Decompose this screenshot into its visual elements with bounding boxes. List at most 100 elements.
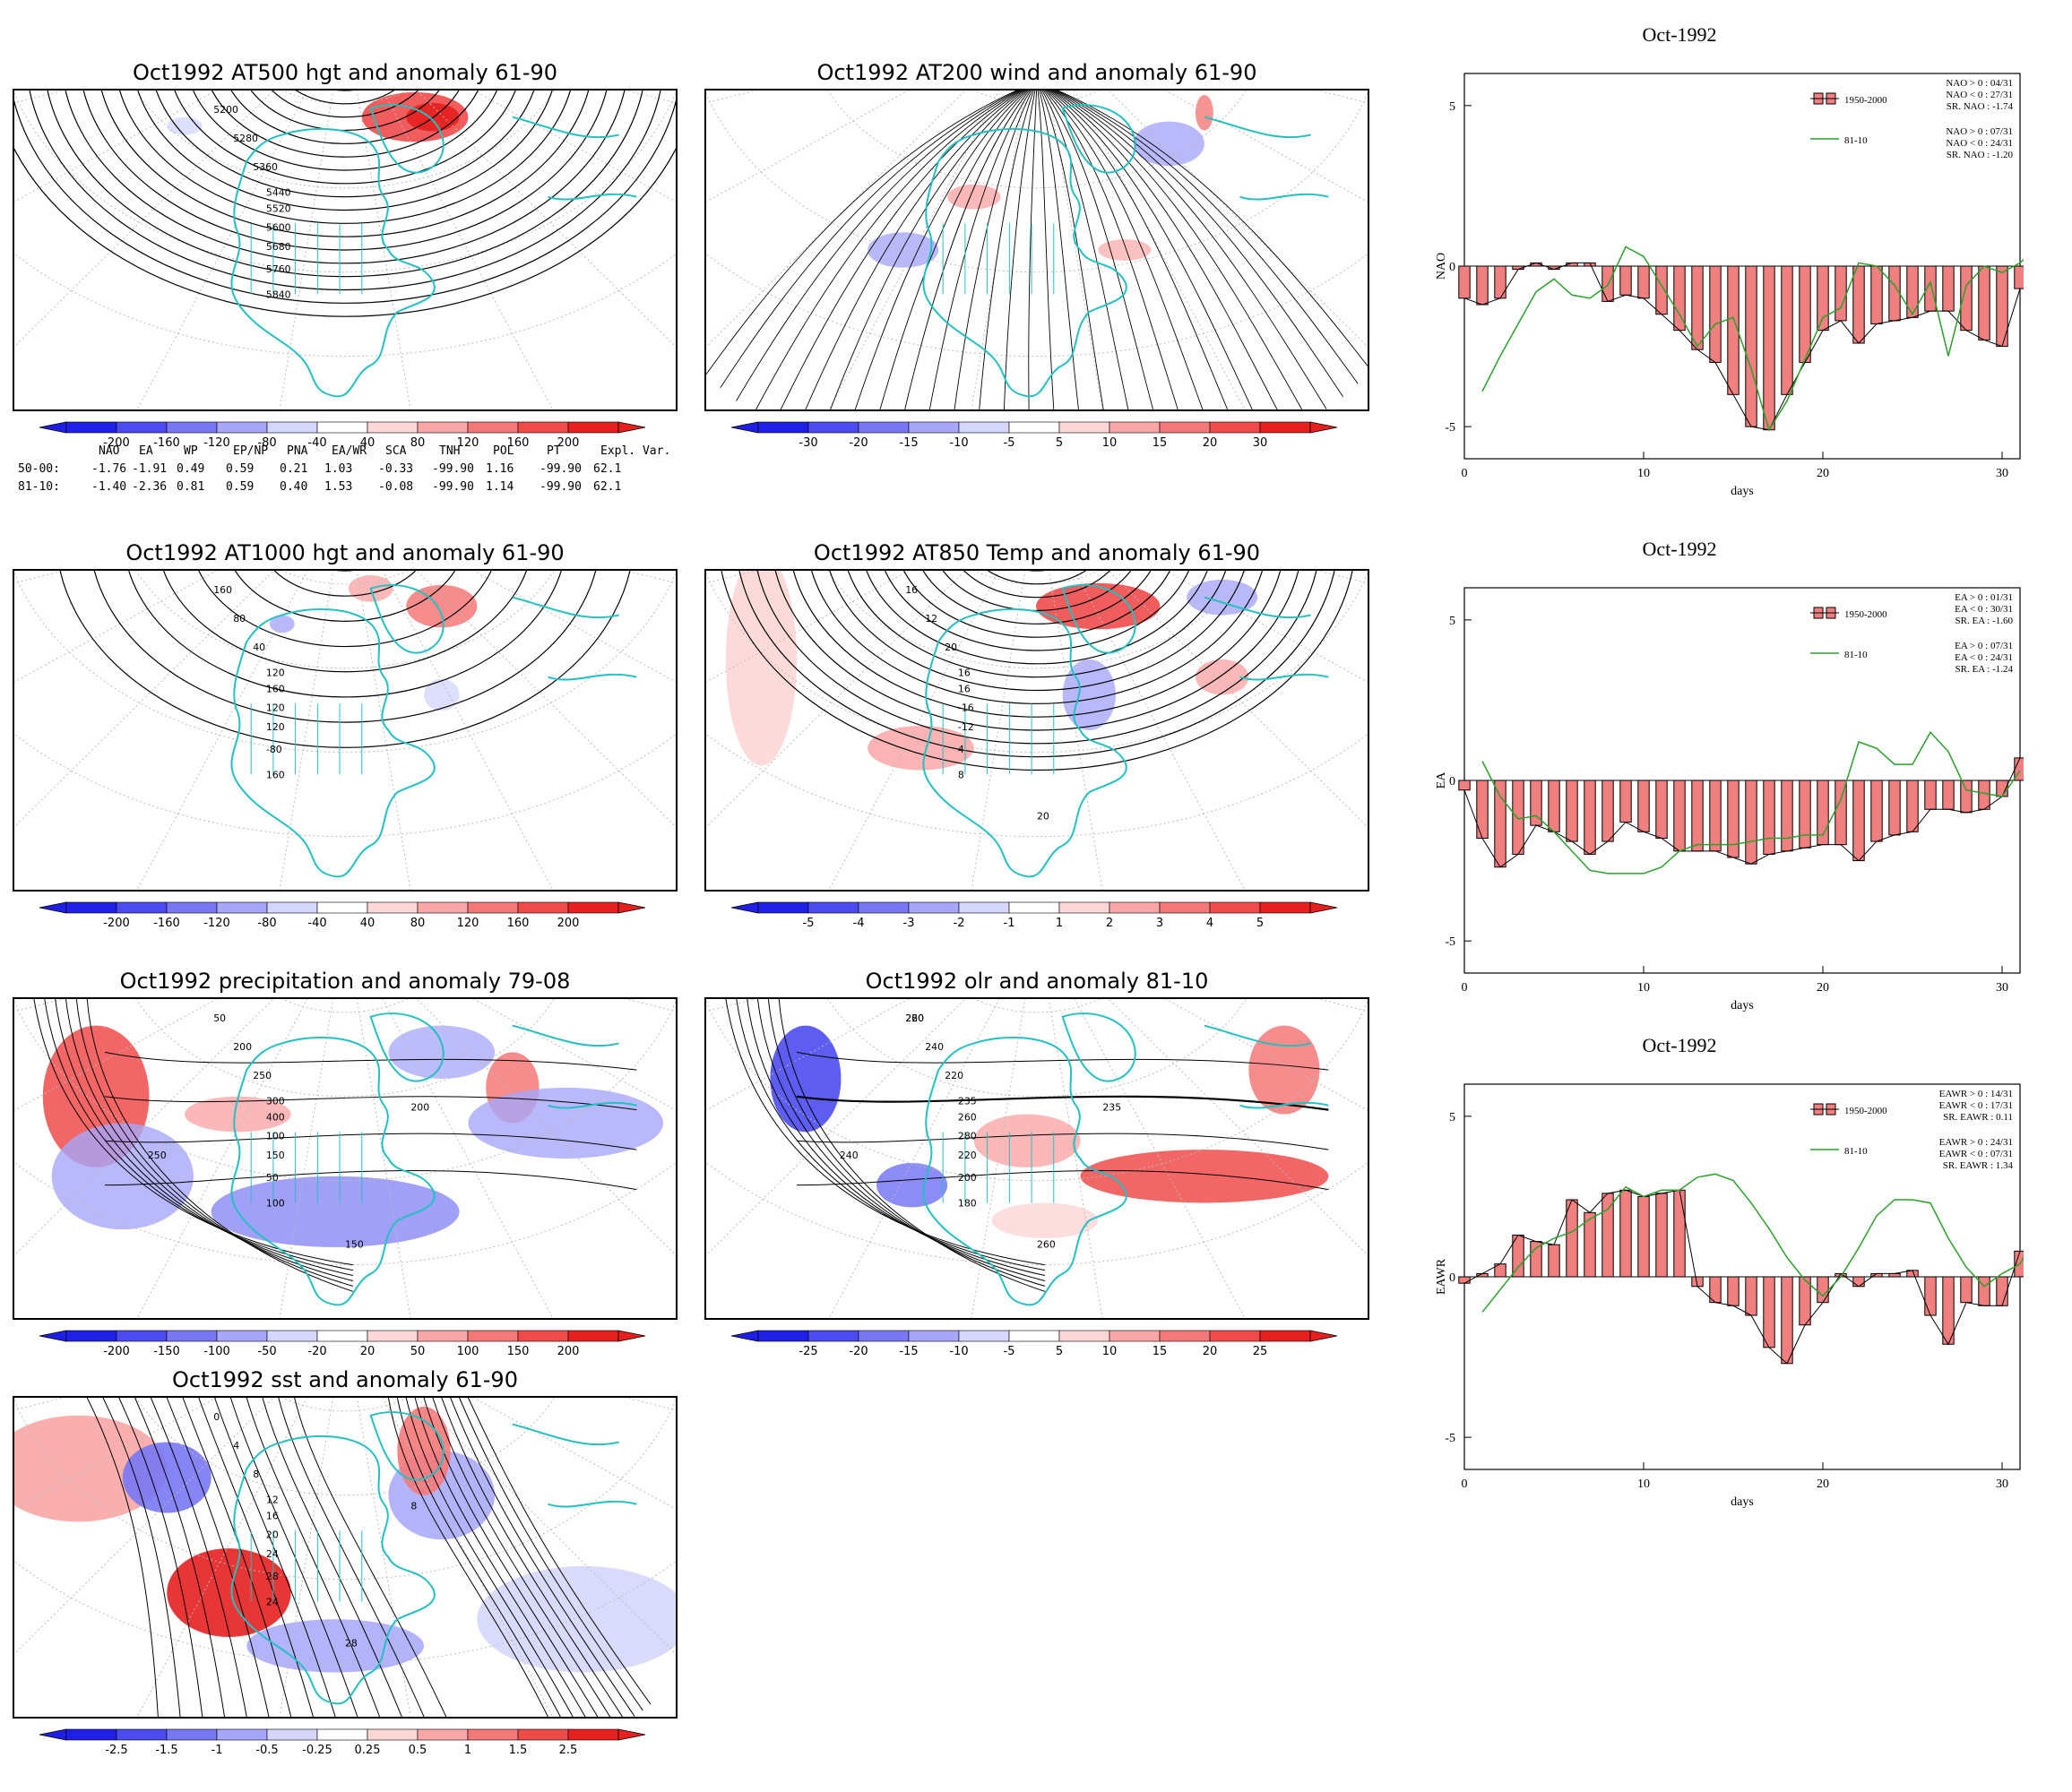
colorbar-swatch <box>116 1330 168 1342</box>
bar <box>1870 265 1883 324</box>
stats-text: NAO > 0 : 04/31 <box>1946 78 2013 89</box>
colorbar-tick-label: -120 <box>203 436 230 450</box>
contour-line <box>911 571 1162 625</box>
y-axis-label: NAO <box>1435 253 1448 280</box>
map-title: Oct1992 AT1000 hgt and anomaly 61-90 <box>125 540 565 565</box>
latitude-circle <box>806 90 1268 189</box>
index-table-value: 0.59 <box>226 480 255 494</box>
colorbar-arrow-left <box>39 421 67 434</box>
bar <box>1942 265 1955 312</box>
meridian-line <box>1036 90 1368 308</box>
map-panel-wind200: Oct1992 AT200 wind and anomaly 61-90 -30-… <box>704 56 1369 460</box>
bar <box>1530 1241 1542 1278</box>
colorbar-swatch <box>65 1728 117 1741</box>
contour-line <box>767 999 1046 1287</box>
contour-label: 220 <box>945 1070 963 1081</box>
index-table-header: EP/NP <box>233 444 269 458</box>
x-axis-label: days <box>1731 999 1754 1012</box>
isotherm <box>396 1398 561 1717</box>
legend-label: 81-10 <box>1844 650 1868 660</box>
index-table-header: POL <box>493 444 514 458</box>
colorbar-swatch <box>757 421 809 434</box>
colorbar-swatch <box>1058 901 1110 914</box>
contour-label: 300 <box>266 1095 285 1107</box>
colorbar-tick-label: -40 <box>307 436 326 450</box>
europe-coastline <box>512 596 637 681</box>
colorbar-swatch <box>567 901 619 914</box>
contour-line <box>114 90 576 224</box>
colorbar-swatch <box>316 1330 368 1342</box>
streamline <box>1036 90 1368 409</box>
colorbar-swatch <box>266 421 318 434</box>
colorbar-swatch <box>958 901 1010 914</box>
bar <box>1601 780 1614 842</box>
colorbar-tick-label: -50 <box>257 1345 276 1358</box>
meridian-line <box>14 999 346 1079</box>
contour-label: 4 <box>233 1440 239 1452</box>
contour-line <box>752 571 1322 745</box>
y-tick-label: 5 <box>1449 615 1455 628</box>
contour-line <box>859 571 1215 665</box>
colorbar-tick-label: -10 <box>949 436 968 450</box>
index-table-header: TNH <box>439 444 461 458</box>
map-title: Oct1992 sst and anomaly 61-90 <box>172 1367 518 1392</box>
colorbar-tick-label: 30 <box>1253 436 1268 450</box>
contour-label: 260 <box>1037 1239 1056 1251</box>
isotherm <box>405 1398 574 1717</box>
positive-anomaly <box>868 726 974 771</box>
colorbar-arrow-left <box>730 901 759 914</box>
meridian-line <box>706 999 1038 1079</box>
positive-anomaly <box>1196 659 1249 695</box>
colorbar-tick-label: 5 <box>1256 917 1264 930</box>
colorbar-tick-label: 2 <box>1106 917 1113 930</box>
meridian-line <box>255 999 346 1318</box>
bar <box>1906 265 1919 318</box>
contour-label: 240 <box>925 1041 944 1053</box>
chart-title: Oct-1992 <box>1642 1034 1716 1056</box>
colorbar-tick-label: -25 <box>799 1345 817 1358</box>
bar <box>1637 1195 1650 1278</box>
colorbar-tick-label: 10 <box>1102 1345 1118 1358</box>
colorbar-tick-label: 0.5 <box>409 1744 427 1757</box>
contour-label: 280 <box>958 1131 977 1142</box>
colorbar-tick-label: 25 <box>1253 1345 1268 1358</box>
negative-anomaly <box>388 1025 496 1079</box>
contour-line <box>841 571 1233 678</box>
meridian-line <box>344 90 435 409</box>
colorbar-tick-label: -200 <box>103 917 130 930</box>
colorbar-tick-label: -0.5 <box>255 1744 278 1757</box>
index-table-header-row: NAO EA WP EP/NP PNA EA/WR SCA TNH POL PT Expl. Var… <box>18 444 681 461</box>
bar <box>1655 265 1668 315</box>
contour-line <box>806 571 1268 704</box>
map-frame: 260 240 220 235 260 280 220 200 180 260 235 240 220 <box>704 997 1369 1320</box>
latitude-circle <box>14 90 676 358</box>
bar <box>1942 780 1955 810</box>
colorbar-swatch <box>807 421 859 434</box>
map-title: Oct1992 AT200 wind and anomaly 61-90 <box>816 60 1257 85</box>
isotherm <box>262 1398 402 1717</box>
legend-label: 81-10 <box>1844 135 1868 146</box>
contour-line <box>770 571 1304 731</box>
colorbar-tick-label: 10 <box>1102 436 1118 450</box>
map-field-layer <box>706 90 1368 409</box>
colorbar-tick-label: 40 <box>360 436 376 450</box>
index-table-row-50-00: 50-00: -1.76 -1.91 0.49 0.59 0.21 1.03 -0.33 -99… <box>18 462 681 478</box>
streamline <box>755 90 1038 409</box>
map-plot-area: 50 200 250 300 400 100 150 50 100 150 200 250 <box>14 999 676 1318</box>
bar <box>1458 780 1471 791</box>
map-plot-area: 5200 5280 5360 5440 5520 5600 5680 5760 5840 <box>14 90 676 409</box>
stats-text: SR. NAO : -1.74 <box>1947 101 2014 112</box>
map-plot-area: 0 4 8 12 16 20 24 28 24 28 8 <box>14 1398 676 1717</box>
colorbar-tick-label: 20 <box>1203 1345 1218 1358</box>
negative-anomaly <box>876 1162 948 1208</box>
isotherm <box>441 1398 623 1717</box>
x-tick-label: 20 <box>1817 467 1829 480</box>
contour-label: 16 <box>266 1510 279 1521</box>
stats-text: EAWR < 0 : 17/31 <box>1939 1100 2013 1111</box>
north-america-coastline <box>922 128 1127 398</box>
positive-anomaly <box>185 1096 291 1133</box>
map-title: Oct1992 AT500 hgt and anomaly 61-90 <box>132 60 558 85</box>
colorbar-swatch <box>65 901 117 914</box>
contour-label: 100 <box>266 1131 285 1142</box>
latitude-circle <box>14 1398 676 1665</box>
